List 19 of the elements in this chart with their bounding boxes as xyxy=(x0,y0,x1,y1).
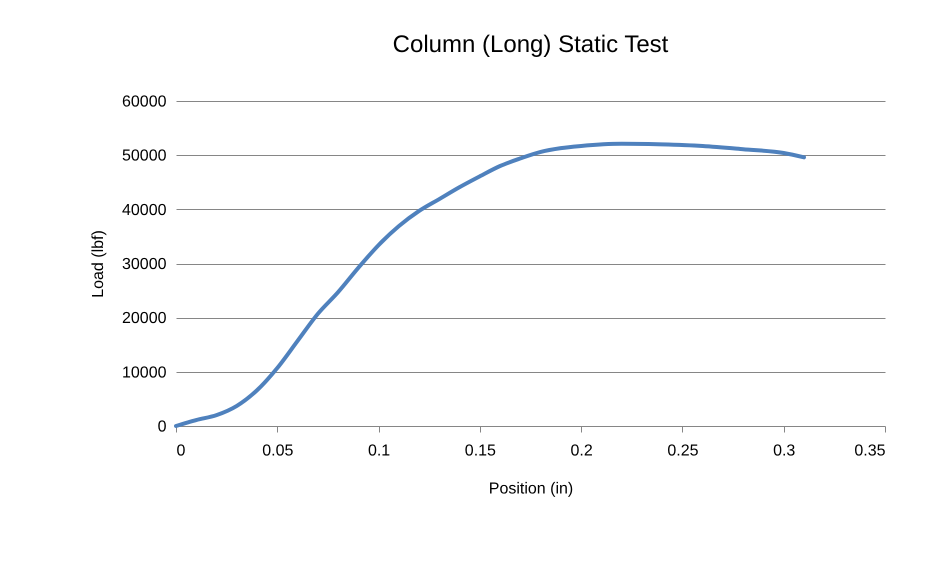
y-tick-label: 40000 xyxy=(122,202,167,219)
y-axis-title: Load (lbf) xyxy=(90,230,108,298)
x-tick-label: 0.2 xyxy=(570,442,593,460)
y-tick-label: 30000 xyxy=(122,256,167,273)
y-tick-label: 10000 xyxy=(122,364,167,382)
x-tick-label: 0.05 xyxy=(262,442,294,460)
y-tick-label: 60000 xyxy=(122,94,167,110)
x-axis-title: Position (in) xyxy=(488,480,574,498)
y-tick-label: 0 xyxy=(158,418,167,436)
line-series xyxy=(174,142,806,428)
x-tick-label: 0 xyxy=(176,442,186,460)
chart-title: Column (Long) Static Test xyxy=(392,31,669,58)
x-tick-label: 0.35 xyxy=(854,442,886,460)
x-tick-label: 0.25 xyxy=(667,442,699,460)
x-tick-label: 0.1 xyxy=(368,442,390,460)
x-tick-label: 0.15 xyxy=(464,442,496,460)
x-tick-label: 0.3 xyxy=(773,442,796,460)
y-tick-label: 50000 xyxy=(122,148,167,165)
y-tick-label: 20000 xyxy=(122,310,167,328)
